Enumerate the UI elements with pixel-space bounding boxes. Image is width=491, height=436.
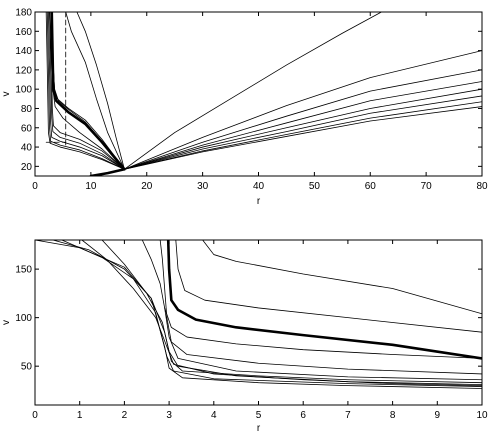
bottom-plot: 0 1 2 3 4 5 6 7 8 9 10 50 100 150 r v <box>1 239 488 434</box>
series-line-10 <box>76 12 125 170</box>
series-line-5 <box>164 307 482 359</box>
x-tick-label: 0 <box>32 410 38 421</box>
series-line-7 <box>175 240 482 333</box>
x-tick-label: 10 <box>476 410 488 421</box>
series-line-6 <box>166 240 482 360</box>
series-line-8 <box>202 240 482 315</box>
y-axis-label: v <box>1 92 12 97</box>
x-tick-label: 6 <box>300 410 306 421</box>
y-tick-label: 100 <box>15 313 32 324</box>
series-line-17 <box>124 101 482 170</box>
x-tick-label: 0 <box>32 181 38 192</box>
series-line-16 <box>124 95 482 170</box>
y-tick-label: 120 <box>15 65 32 76</box>
y-tick-label: 160 <box>15 27 32 38</box>
y-tick-label: 40 <box>21 143 33 154</box>
series-line-9 <box>35 240 482 389</box>
x-tick-label: 3 <box>166 410 172 421</box>
y-tick-label: 180 <box>15 8 32 19</box>
x-tick-label: 4 <box>211 410 217 421</box>
series-line-15 <box>124 88 482 170</box>
series-group <box>35 240 482 389</box>
x-tick-label: 8 <box>390 410 396 421</box>
x-tick-label: 30 <box>197 181 209 192</box>
series-line-5 <box>49 12 125 170</box>
x-tick-label: 5 <box>256 410 262 421</box>
x-axis-label: r <box>257 423 261 434</box>
series-line-4 <box>52 240 482 384</box>
series-line-18 <box>124 106 482 170</box>
series-line-3 <box>159 240 482 375</box>
x-tick-label: 9 <box>435 410 441 421</box>
series-line-6 <box>48 12 125 170</box>
y-tick-label: 20 <box>21 162 33 173</box>
series-line-19 <box>89 167 126 176</box>
series-line-9 <box>65 12 125 170</box>
y-axis-label: v <box>1 320 12 325</box>
x-tick-label: 40 <box>253 181 265 192</box>
x-tick-label: 50 <box>309 181 321 192</box>
series-line-2 <box>141 240 482 381</box>
y-tick-label: 60 <box>21 123 33 134</box>
series-line-0 <box>81 240 482 386</box>
series-line-12 <box>124 50 482 170</box>
y-tick-label: 50 <box>21 362 33 373</box>
x-tick-label: 1 <box>77 410 83 421</box>
x-tick-label: 80 <box>476 181 488 192</box>
series-line-10 <box>61 240 482 387</box>
x-tick-label: 70 <box>421 181 433 192</box>
y-tick-label: 150 <box>15 265 32 276</box>
x-tick-label: 2 <box>122 410 128 421</box>
x-axis-label: r <box>257 196 261 207</box>
x-tick-label: 20 <box>141 181 153 192</box>
series-line-1 <box>101 240 482 386</box>
series-line-8 <box>45 12 125 170</box>
series-line-11 <box>124 12 382 170</box>
series-line-13 <box>124 69 482 170</box>
series-line-3 <box>50 12 126 171</box>
series-line-7 <box>46 12 125 170</box>
x-tick-label: 7 <box>345 410 351 421</box>
top-plot: 0 10 20 30 40 50 60 70 80 20 40 60 80 100 120 140 160 180… <box>1 8 488 208</box>
series-group <box>45 12 482 176</box>
series-line-4 <box>50 12 125 170</box>
series-line-14 <box>124 81 482 170</box>
y-tick-label: 100 <box>15 85 32 96</box>
x-tick-label: 10 <box>85 181 97 192</box>
x-tick-label: 60 <box>365 181 377 192</box>
y-tick-label: 80 <box>21 104 33 115</box>
y-tick-label: 140 <box>15 46 32 57</box>
